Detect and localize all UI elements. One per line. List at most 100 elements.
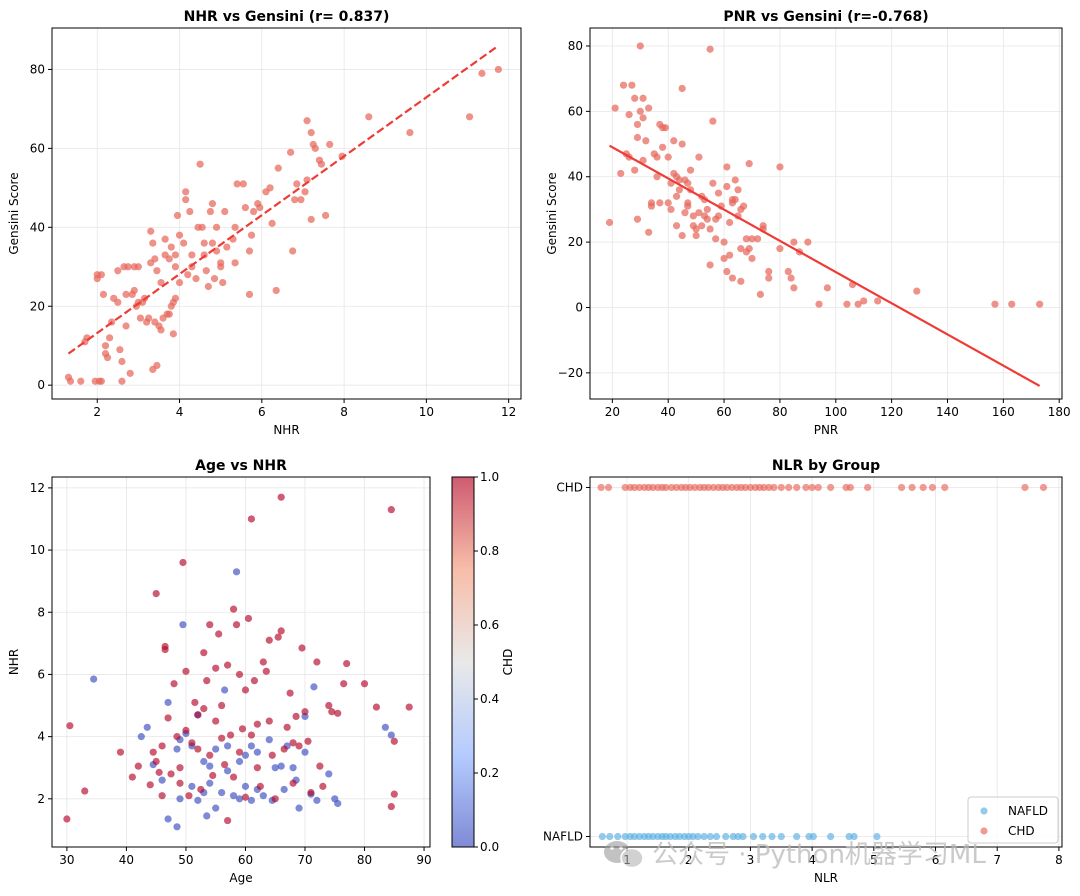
data-point bbox=[700, 832, 708, 841]
data-point bbox=[645, 104, 653, 112]
data-point bbox=[114, 298, 122, 306]
data-point bbox=[233, 180, 241, 188]
data-point bbox=[695, 209, 703, 217]
data-point bbox=[259, 792, 267, 800]
data-point bbox=[387, 506, 395, 514]
data-point bbox=[116, 346, 124, 354]
data-point bbox=[81, 787, 89, 795]
data-point bbox=[283, 723, 291, 731]
data-point bbox=[245, 290, 254, 299]
data-point bbox=[606, 832, 614, 841]
data-point bbox=[387, 731, 395, 739]
data-point bbox=[232, 621, 241, 629]
grid bbox=[52, 477, 430, 847]
data-point bbox=[633, 215, 642, 223]
data-point bbox=[390, 790, 398, 798]
data-point bbox=[784, 267, 792, 276]
data-point bbox=[149, 239, 157, 247]
data-point bbox=[287, 148, 295, 156]
data-point bbox=[667, 483, 676, 492]
data-point bbox=[850, 832, 858, 841]
data-point bbox=[175, 278, 184, 287]
data-point bbox=[289, 779, 297, 787]
data-point bbox=[176, 795, 184, 803]
data-point bbox=[97, 377, 105, 385]
data-point bbox=[728, 483, 736, 492]
data-point bbox=[212, 223, 221, 231]
data-point bbox=[153, 267, 161, 275]
colorbar-tick-label: 0.8 bbox=[480, 544, 499, 558]
data-point bbox=[714, 212, 723, 220]
data-point bbox=[200, 649, 208, 657]
data-point bbox=[292, 712, 300, 721]
data-point bbox=[304, 737, 312, 745]
data-point bbox=[212, 745, 220, 753]
data-point bbox=[678, 140, 686, 148]
data-point bbox=[311, 144, 319, 152]
data-point bbox=[164, 698, 172, 707]
data-point bbox=[706, 225, 714, 233]
data-point bbox=[695, 153, 703, 161]
legend-box bbox=[967, 796, 1059, 844]
data-point bbox=[235, 670, 244, 679]
data-point bbox=[706, 261, 714, 269]
data-point bbox=[597, 483, 605, 492]
data-point bbox=[235, 748, 244, 756]
data-point bbox=[815, 300, 823, 308]
data-point bbox=[253, 720, 261, 728]
y-tick-label: 80 bbox=[30, 62, 45, 76]
data-point bbox=[307, 215, 315, 224]
colorbar-gradient bbox=[451, 476, 475, 848]
data-point bbox=[179, 558, 187, 567]
data-point bbox=[631, 166, 639, 174]
data-point bbox=[313, 796, 321, 804]
data-point bbox=[101, 342, 110, 350]
data-point bbox=[114, 267, 122, 275]
data-point bbox=[149, 748, 157, 756]
data-point bbox=[295, 742, 303, 750]
data-point bbox=[247, 231, 256, 239]
data-point bbox=[194, 711, 202, 719]
x-tick-label: 3 bbox=[747, 853, 755, 867]
data-point bbox=[325, 701, 333, 710]
data-point bbox=[137, 733, 145, 741]
x-tick-label: 7 bbox=[993, 853, 1001, 867]
data-point bbox=[197, 785, 205, 794]
y-axis-label: Gensini Score bbox=[545, 172, 559, 254]
data-point bbox=[167, 243, 175, 251]
data-point bbox=[204, 282, 212, 291]
data-point bbox=[326, 140, 334, 149]
data-point bbox=[661, 124, 670, 132]
data-point bbox=[153, 361, 161, 370]
data-point bbox=[804, 238, 812, 246]
data-point bbox=[272, 286, 280, 295]
data-point bbox=[611, 104, 619, 112]
data-point bbox=[206, 621, 214, 629]
data-point bbox=[295, 804, 303, 812]
x-tick-label: 60 bbox=[716, 405, 731, 419]
data-point bbox=[271, 764, 279, 772]
data-point bbox=[206, 207, 214, 216]
data-point bbox=[614, 832, 622, 841]
data-point bbox=[731, 176, 739, 184]
y-tick-label: 20 bbox=[30, 299, 45, 313]
data-point bbox=[146, 781, 154, 789]
data-point bbox=[313, 658, 321, 666]
data-point bbox=[1036, 300, 1044, 308]
plot-frame bbox=[589, 476, 1063, 848]
y-tick-label: 40 bbox=[568, 170, 583, 184]
data-point bbox=[200, 757, 208, 766]
panel-age-nhr: 30 40 50 60 70 80 90 2 4 6 8 10 12 Age vs NHR Age NHR bbox=[7, 458, 432, 885]
data-point bbox=[176, 779, 184, 787]
data-point bbox=[118, 357, 126, 366]
chart-title: NLR by Group bbox=[772, 458, 880, 474]
data-point bbox=[212, 804, 220, 812]
data-point bbox=[319, 782, 327, 790]
legend-label: CHD bbox=[1008, 824, 1035, 838]
data-point bbox=[860, 297, 868, 305]
data-point bbox=[636, 42, 644, 50]
data-point bbox=[280, 785, 288, 794]
data-point bbox=[809, 832, 817, 841]
data-point bbox=[666, 832, 674, 841]
x-tick-label: 5 bbox=[870, 853, 878, 867]
